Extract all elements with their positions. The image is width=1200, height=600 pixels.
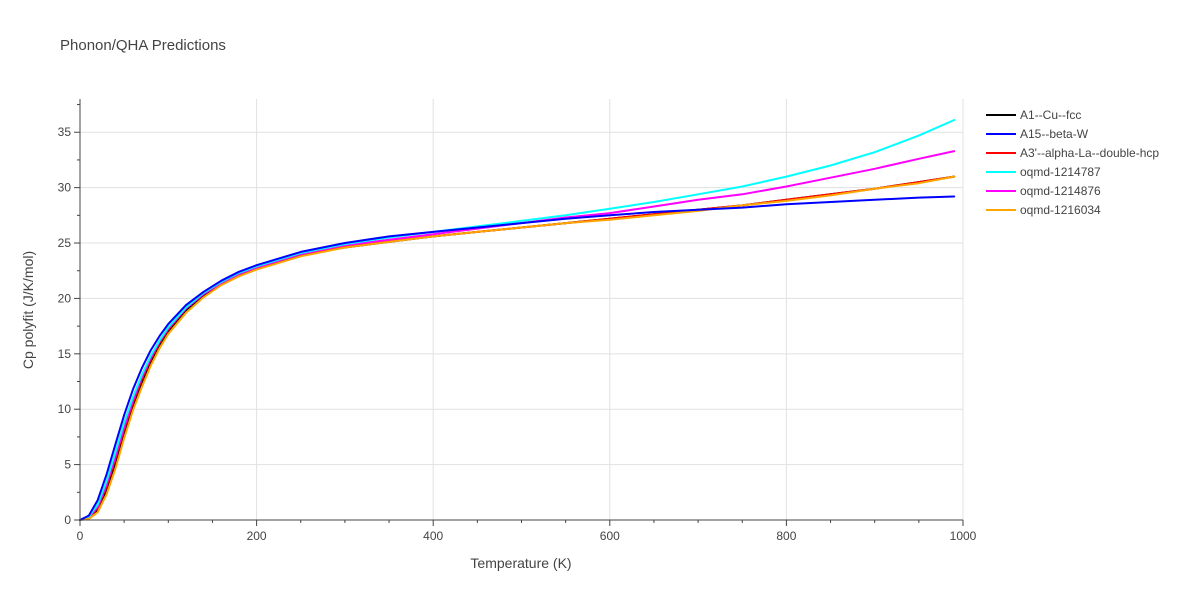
chart-title: Phonon/QHA Predictions xyxy=(60,37,226,54)
y-tick-label: 30 xyxy=(58,181,72,195)
legend-label: A15--beta-W xyxy=(1020,127,1089,141)
x-tick-label: 200 xyxy=(247,529,267,543)
legend-label: A3'--alpha-La--double-hcp xyxy=(1020,146,1159,160)
y-tick-label: 15 xyxy=(58,347,72,361)
legend-item[interactable]: oqmd-1214876 xyxy=(986,184,1101,198)
x-axis-title: Temperature (K) xyxy=(470,555,571,571)
y-tick-label: 10 xyxy=(58,402,72,416)
y-axis-ticks: 0 5 10 15 20 25 30 35 xyxy=(58,104,80,527)
legend-item[interactable]: oqmd-1216034 xyxy=(986,203,1101,217)
legend-item[interactable]: oqmd-1214787 xyxy=(986,165,1101,179)
x-tick-label: 600 xyxy=(600,529,620,543)
series-line-4[interactable] xyxy=(79,119,956,521)
series-line-2[interactable] xyxy=(79,195,956,521)
y-tick-label: 5 xyxy=(64,458,71,472)
y-tick-label: 35 xyxy=(58,125,72,139)
y-axis-title: Cp polyfit (J/K/mol) xyxy=(20,251,36,369)
legend-item[interactable]: A15--beta-W xyxy=(986,127,1089,141)
plot-lines xyxy=(79,119,956,521)
legend[interactable]: A1--Cu--fcc A15--beta-W A3'--alpha-La--dou… xyxy=(986,108,1159,217)
gridlines xyxy=(80,99,964,520)
legend-label: A1--Cu--fcc xyxy=(1020,108,1081,122)
legend-item[interactable]: A3'--alpha-La--double-hcp xyxy=(986,146,1159,160)
legend-label: oqmd-1214876 xyxy=(1020,184,1101,198)
x-tick-label: 0 xyxy=(77,529,84,543)
x-tick-label: 1000 xyxy=(950,529,977,543)
legend-label: oqmd-1216034 xyxy=(1020,203,1101,217)
legend-item[interactable]: A1--Cu--fcc xyxy=(986,108,1081,122)
x-tick-label: 400 xyxy=(423,529,443,543)
y-tick-label: 0 xyxy=(64,513,71,527)
x-axis-ticks: 0 200 400 600 800 1000 xyxy=(77,520,977,543)
series-line-5[interactable] xyxy=(79,150,956,521)
y-tick-label: 20 xyxy=(58,291,72,305)
y-tick-label: 25 xyxy=(58,236,72,250)
x-tick-label: 800 xyxy=(776,529,796,543)
legend-label: oqmd-1214787 xyxy=(1020,165,1101,179)
series-line-6[interactable] xyxy=(79,175,956,521)
